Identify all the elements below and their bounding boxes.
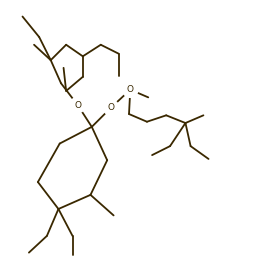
Circle shape <box>70 97 85 113</box>
Text: O: O <box>108 103 115 112</box>
Text: O: O <box>74 101 81 110</box>
Circle shape <box>103 100 119 115</box>
Circle shape <box>123 82 138 97</box>
Text: O: O <box>127 85 134 94</box>
